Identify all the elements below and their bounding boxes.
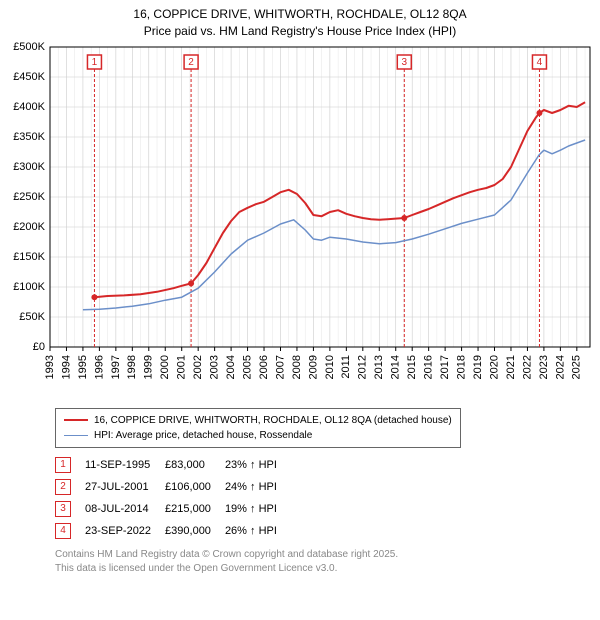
- footer-attribution: Contains HM Land Registry data © Crown c…: [55, 548, 600, 576]
- sale-hpi-pct: 26% ↑ HPI: [225, 520, 291, 542]
- svg-text:2013: 2013: [373, 355, 385, 379]
- sale-price: £215,000: [165, 498, 225, 520]
- svg-text:1: 1: [92, 57, 98, 68]
- svg-text:2005: 2005: [241, 355, 253, 379]
- svg-text:2008: 2008: [291, 355, 303, 379]
- svg-text:2009: 2009: [307, 355, 319, 379]
- sale-price: £83,000: [165, 454, 225, 476]
- title-line-2: Price paid vs. HM Land Registry's House …: [10, 23, 590, 40]
- sale-price: £390,000: [165, 520, 225, 542]
- sale-hpi-pct: 24% ↑ HPI: [225, 476, 291, 498]
- chart-title: 16, COPPICE DRIVE, WHITWORTH, ROCHDALE, …: [0, 0, 600, 42]
- chart-container: { "title_line1": "16, COPPICE DRIVE, WHI…: [0, 0, 600, 576]
- chart-svg: 1993 1994 1995 1996 1997 1998 1999 2000 2001 2002…: [0, 42, 600, 402]
- svg-text:2012: 2012: [357, 355, 369, 379]
- sale-marker-icon: 3: [55, 501, 71, 517]
- svg-text:2000: 2000: [159, 355, 171, 379]
- svg-text:£350K: £350K: [13, 131, 45, 143]
- sale-hpi-pct: 23% ↑ HPI: [225, 454, 291, 476]
- title-line-1: 16, COPPICE DRIVE, WHITWORTH, ROCHDALE, …: [10, 6, 590, 23]
- svg-text:£250K: £250K: [13, 191, 45, 203]
- svg-text:2007: 2007: [274, 355, 286, 379]
- svg-text:2015: 2015: [406, 355, 418, 379]
- svg-text:2002: 2002: [192, 355, 204, 379]
- svg-text:1997: 1997: [110, 355, 122, 379]
- table-row: 1 11-SEP-1995£83,00023% ↑ HPI: [55, 454, 291, 476]
- svg-text:2021: 2021: [505, 355, 517, 379]
- legend-swatch: [64, 419, 88, 421]
- legend: 16, COPPICE DRIVE, WHITWORTH, ROCHDALE, …: [55, 408, 461, 448]
- svg-text:£400K: £400K: [13, 101, 45, 113]
- svg-text:£300K: £300K: [13, 161, 45, 173]
- sale-date: 08-JUL-2014: [85, 498, 165, 520]
- sale-marker-icon: 1: [55, 457, 71, 473]
- svg-text:1993: 1993: [44, 355, 56, 379]
- sale-marker-icon: 2: [55, 479, 71, 495]
- table-row: 2 27-JUL-2001£106,00024% ↑ HPI: [55, 476, 291, 498]
- chart-plot: 1993 1994 1995 1996 1997 1998 1999 2000 2001 2002…: [0, 42, 600, 402]
- legend-item: 16, COPPICE DRIVE, WHITWORTH, ROCHDALE, …: [64, 413, 452, 428]
- svg-text:2023: 2023: [538, 355, 550, 379]
- svg-text:1996: 1996: [93, 355, 105, 379]
- legend-item: HPI: Average price, detached house, Ross…: [64, 428, 452, 443]
- svg-text:1999: 1999: [143, 355, 155, 379]
- svg-text:2010: 2010: [324, 355, 336, 379]
- svg-text:2003: 2003: [209, 355, 221, 379]
- svg-text:2004: 2004: [225, 355, 237, 379]
- sale-marker-icon: 4: [55, 523, 71, 539]
- legend-swatch: [64, 435, 88, 436]
- sale-date: 23-SEP-2022: [85, 520, 165, 542]
- table-row: 3 08-JUL-2014£215,00019% ↑ HPI: [55, 498, 291, 520]
- svg-text:£500K: £500K: [13, 42, 45, 53]
- svg-text:2022: 2022: [521, 355, 533, 379]
- svg-text:2024: 2024: [554, 355, 566, 379]
- footer-line-1: Contains HM Land Registry data © Crown c…: [55, 548, 600, 562]
- svg-text:2014: 2014: [390, 355, 402, 379]
- svg-text:1995: 1995: [77, 355, 89, 379]
- sale-date: 27-JUL-2001: [85, 476, 165, 498]
- legend-label: HPI: Average price, detached house, Ross…: [94, 428, 312, 443]
- svg-text:1994: 1994: [60, 355, 72, 379]
- svg-text:2001: 2001: [176, 355, 188, 379]
- sale-price: £106,000: [165, 476, 225, 498]
- svg-text:£150K: £150K: [13, 251, 45, 263]
- svg-text:3: 3: [402, 57, 408, 68]
- svg-text:£0: £0: [33, 341, 45, 353]
- svg-text:2025: 2025: [571, 355, 583, 379]
- footer-line-2: This data is licensed under the Open Gov…: [55, 562, 600, 576]
- svg-text:2006: 2006: [258, 355, 270, 379]
- svg-text:£50K: £50K: [19, 311, 45, 323]
- svg-text:2011: 2011: [340, 355, 352, 379]
- legend-label: 16, COPPICE DRIVE, WHITWORTH, ROCHDALE, …: [94, 413, 452, 428]
- svg-text:£450K: £450K: [13, 71, 45, 83]
- sale-hpi-pct: 19% ↑ HPI: [225, 498, 291, 520]
- svg-text:2020: 2020: [488, 355, 500, 379]
- table-row: 4 23-SEP-2022£390,00026% ↑ HPI: [55, 520, 291, 542]
- svg-text:2018: 2018: [455, 355, 467, 379]
- svg-text:2016: 2016: [423, 355, 435, 379]
- svg-text:2017: 2017: [439, 355, 451, 379]
- sale-date: 11-SEP-1995: [85, 454, 165, 476]
- svg-text:4: 4: [537, 57, 543, 68]
- svg-text:1998: 1998: [126, 355, 138, 379]
- svg-text:£100K: £100K: [13, 281, 45, 293]
- svg-text:2019: 2019: [472, 355, 484, 379]
- svg-text:£200K: £200K: [13, 221, 45, 233]
- sale-data-table: 1 11-SEP-1995£83,00023% ↑ HPI 2 27-JUL-2001…: [55, 454, 291, 542]
- svg-text:2: 2: [188, 57, 194, 68]
